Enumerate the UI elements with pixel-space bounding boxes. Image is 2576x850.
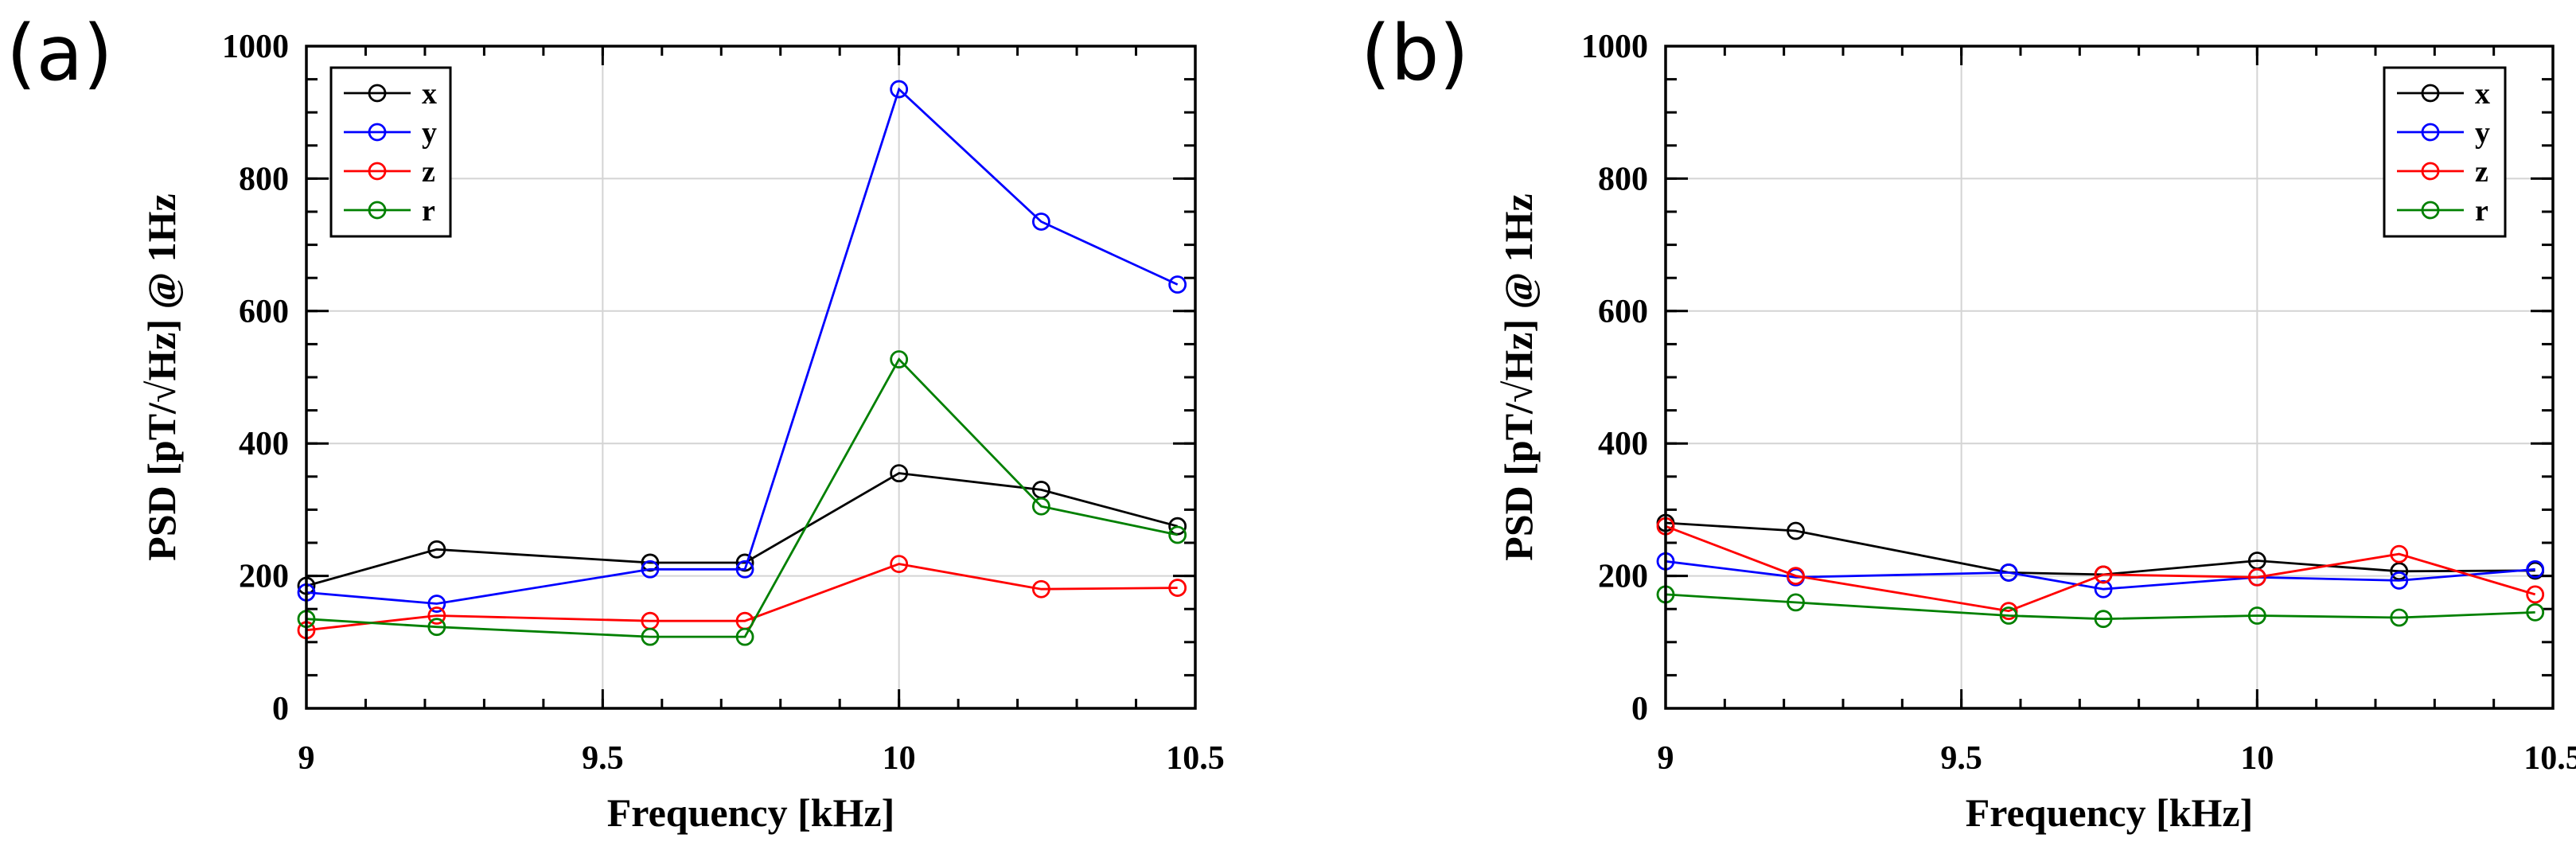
data-point-r — [2526, 602, 2545, 622]
legend-marker-y — [368, 123, 387, 142]
x-tick-label: 10 — [883, 740, 916, 777]
y-tick-label: 0 — [272, 691, 289, 727]
data-point-x — [890, 464, 909, 483]
legend-marker-x — [2421, 84, 2440, 103]
plot-frame — [1664, 45, 2555, 710]
y-tick-label: 0 — [1631, 691, 1648, 727]
series-line-z — [1665, 524, 2536, 613]
x-tick-label: 10.5 — [2523, 740, 2576, 777]
legend-label-r: r — [422, 194, 435, 228]
x-tick-label: 9 — [298, 740, 315, 777]
panel-letter: (b) — [1361, 9, 1469, 98]
series-line-z — [306, 563, 1178, 632]
x-tick-label: 9 — [1658, 740, 1674, 777]
data-point-z — [1999, 602, 2018, 621]
data-point-r — [2390, 608, 2409, 627]
y-tick-label: 400 — [239, 426, 289, 462]
data-point-y — [1999, 563, 2018, 582]
series-line-y — [306, 87, 1179, 605]
data-point-r — [2247, 606, 2266, 625]
data-point-y — [2526, 560, 2545, 579]
data-point-y — [890, 80, 909, 99]
data-point-z — [890, 555, 909, 574]
y-tick-label: 1000 — [222, 29, 289, 65]
data-point-z — [2526, 585, 2545, 604]
data-point-z — [1031, 579, 1050, 599]
legend-label-z: z — [2475, 155, 2488, 189]
data-point-x — [427, 540, 446, 559]
data-point-z — [2094, 565, 2113, 584]
y-tick-label: 400 — [1598, 426, 1648, 462]
legend-marker-y — [2421, 123, 2440, 142]
data-point-r — [1031, 497, 1050, 516]
data-point-x — [735, 553, 754, 572]
series-line-r — [1665, 593, 2535, 621]
data-point-r — [1787, 593, 1805, 612]
y-tick-label: 200 — [239, 559, 289, 595]
data-point-y — [2094, 579, 2113, 599]
data-point-r — [890, 350, 909, 368]
legend-label-y: y — [422, 116, 437, 150]
panel-letter: (a) — [6, 9, 113, 98]
y-tick-label: 600 — [239, 294, 289, 330]
data-point-y — [1168, 275, 1187, 294]
data-point-y — [427, 595, 446, 613]
y-tick-label: 1000 — [1581, 29, 1648, 65]
panel-b: (b) 9 9.5 10 10.5 0 200 400 600 800 1000 Frequency … — [1361, 9, 2576, 835]
data-point-r — [2094, 610, 2113, 629]
data-point-z — [1787, 567, 1805, 585]
data-point-z — [427, 606, 446, 625]
legend-marker-r — [2421, 201, 2440, 220]
y-tick-label: 200 — [1598, 559, 1648, 595]
data-point-y — [641, 560, 660, 579]
data-point-y — [2390, 571, 2409, 590]
panel-a: (a) 9 9.5 10 10.5 0 200 400 600 800 1000 Frequency … — [6, 9, 1225, 835]
y-tick-label: 800 — [1598, 161, 1648, 197]
legend-marker-z — [2421, 162, 2440, 181]
legend-marker-r — [368, 201, 387, 220]
x-axis-title: Frequency [kHz] — [607, 790, 895, 835]
legend-marker-x — [368, 84, 387, 103]
series-line-y — [1665, 560, 2535, 591]
legend-box — [329, 66, 452, 238]
series-line-r — [306, 357, 1178, 638]
y-axis-title: PSD [pT/√Hz] @ 1Hz — [1496, 193, 1541, 560]
x-tick-label: 9.5 — [1940, 740, 1982, 777]
data-point-z — [2247, 567, 2266, 587]
x-tick-label: 10.5 — [1166, 740, 1225, 777]
x-tick-label: 9.5 — [582, 740, 624, 777]
data-point-x — [1787, 521, 1805, 540]
legend-label-x: x — [2475, 77, 2490, 111]
legend-label-r: r — [2475, 194, 2488, 228]
data-point-y — [1031, 212, 1050, 231]
series-line-x — [306, 472, 1179, 587]
x-axis-title: Frequency [kHz] — [1966, 790, 2254, 835]
plot-frame — [305, 45, 1197, 710]
data-point-z — [1168, 579, 1187, 597]
data-point-x — [2390, 562, 2409, 581]
legend-marker-z — [368, 162, 387, 181]
data-point-y — [735, 560, 754, 579]
legend-label-y: y — [2475, 116, 2490, 150]
data-point-z — [2390, 544, 2409, 563]
data-point-x — [641, 553, 660, 572]
y-tick-label: 600 — [1598, 294, 1648, 330]
y-axis-title: PSD [pT/√Hz] @ 1Hz — [139, 193, 184, 560]
data-point-r — [641, 627, 660, 646]
legend-label-x: x — [422, 77, 437, 111]
y-tick-label: 800 — [239, 161, 289, 197]
data-point-r — [1168, 525, 1187, 544]
data-point-r — [427, 618, 446, 637]
legend-label-z: z — [422, 155, 435, 189]
data-point-r — [735, 627, 754, 646]
legend-box — [2383, 66, 2507, 238]
x-tick-label: 10 — [2240, 740, 2274, 777]
data-point-r — [1999, 606, 2018, 625]
